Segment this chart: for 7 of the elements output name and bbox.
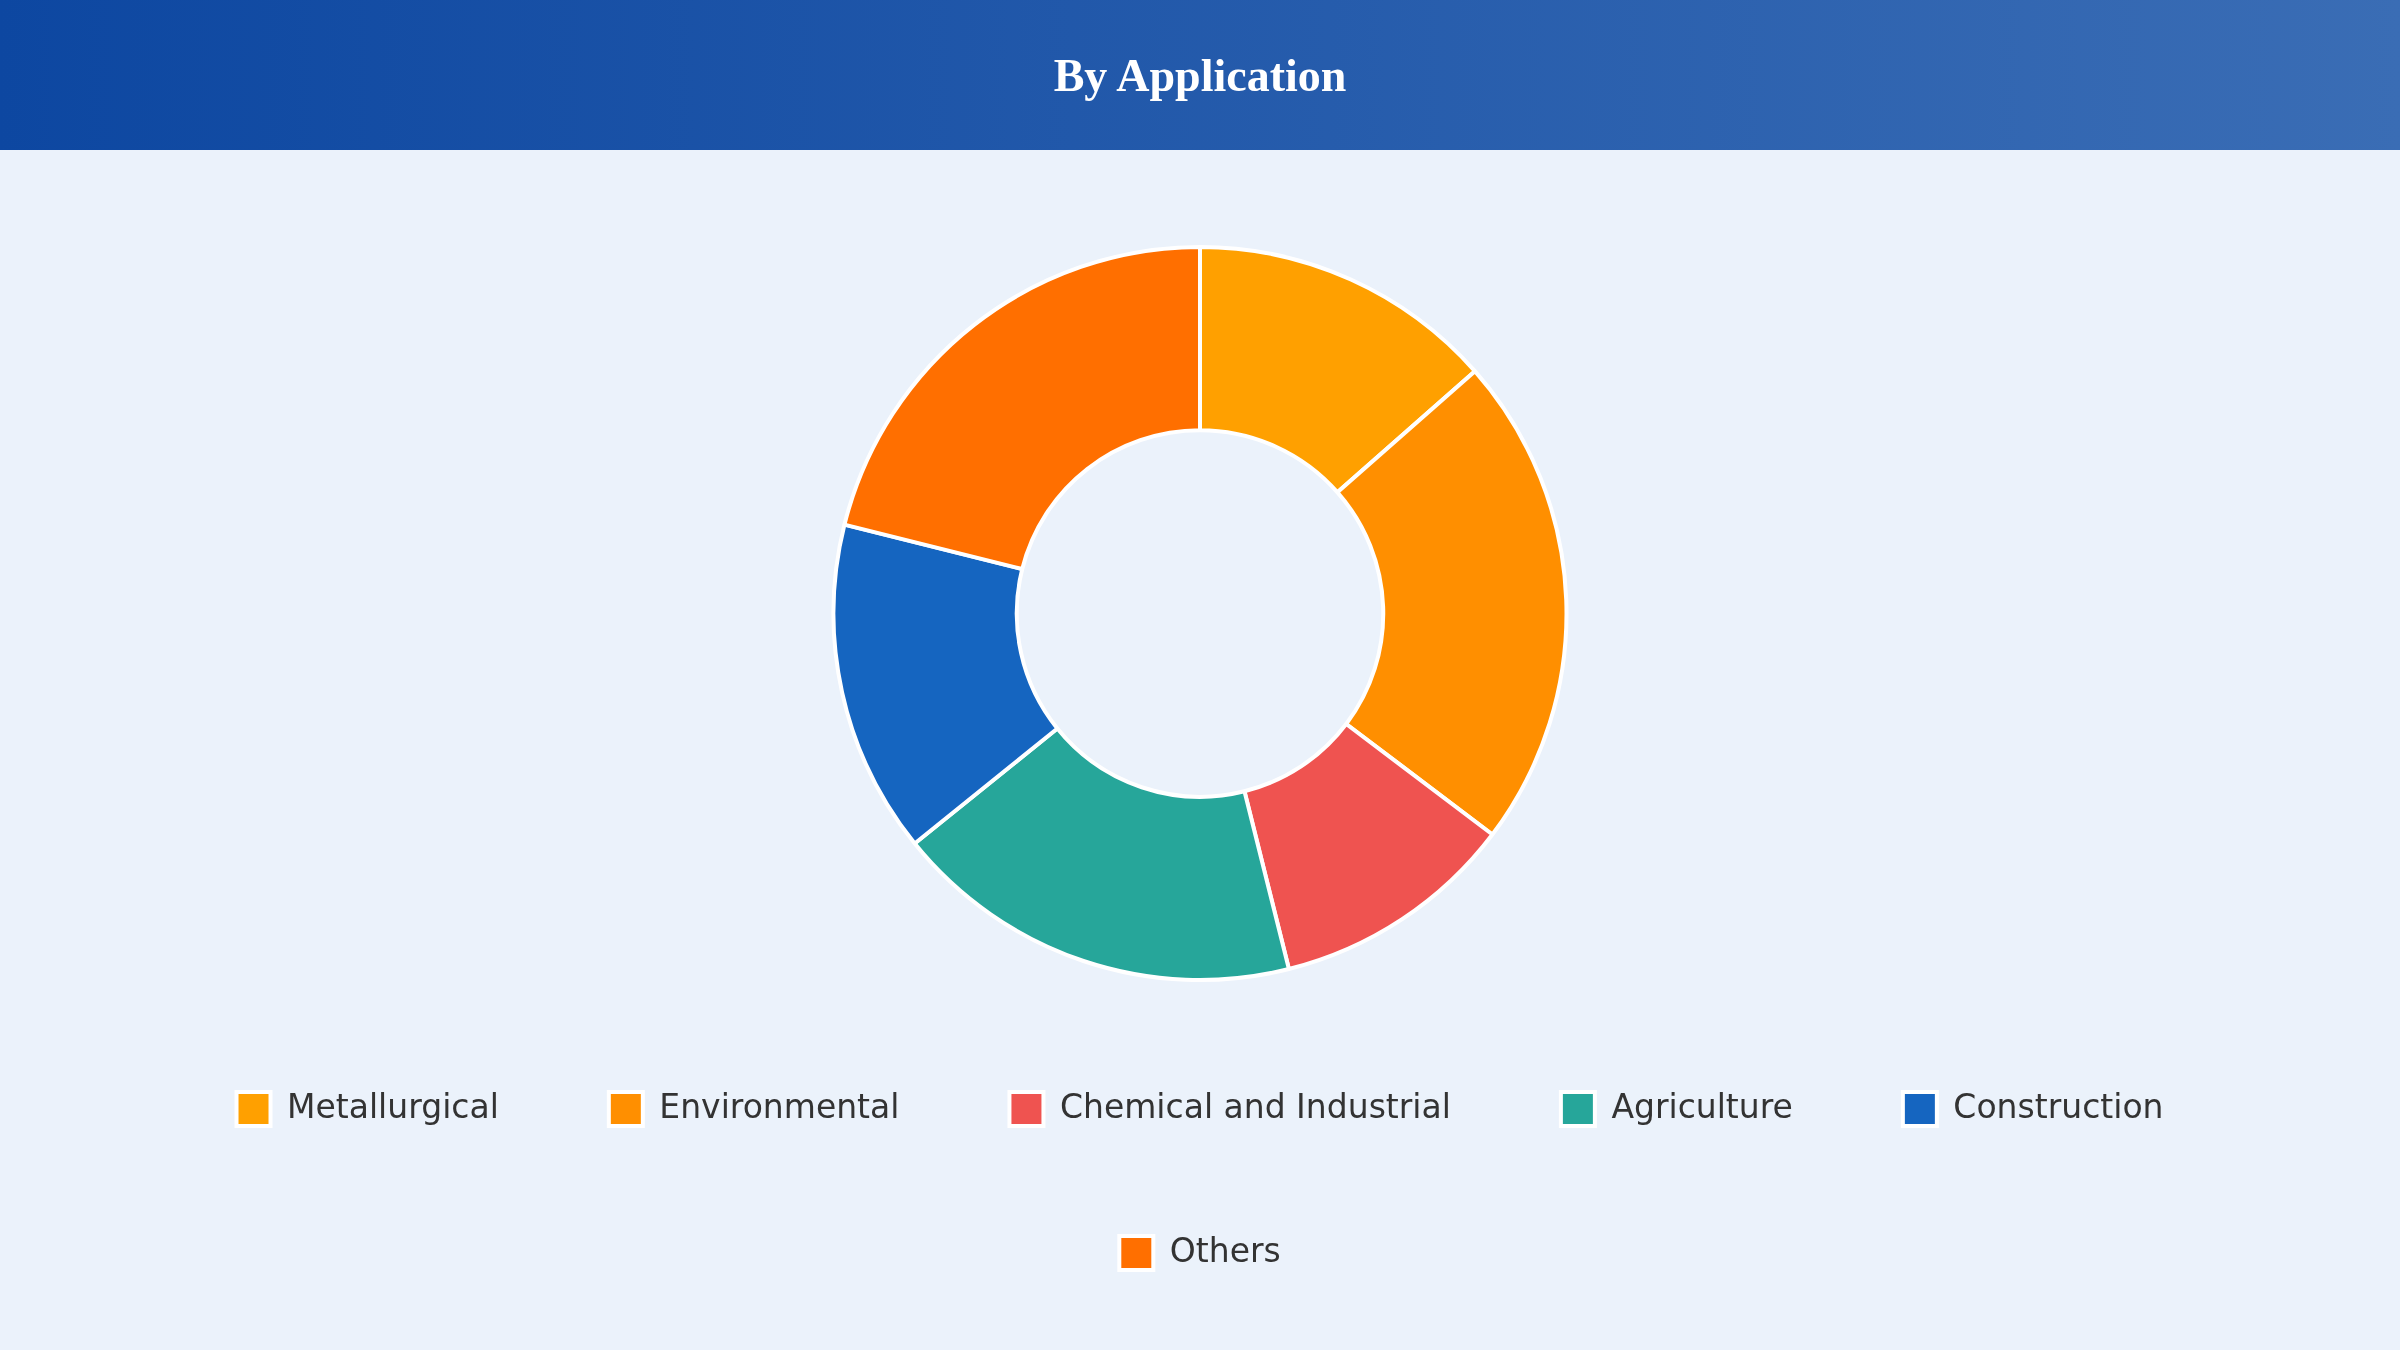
legend-label: Construction	[1953, 1086, 2164, 1126]
legend-label: Metallurgical	[287, 1086, 499, 1126]
legend-label: Others	[1169, 1230, 1281, 1270]
legend-label: Chemical and Industrial	[1059, 1086, 1451, 1126]
chart-title: By Application	[1053, 48, 1347, 102]
legend-label: Agriculture	[1611, 1086, 1793, 1126]
legend-label: Environmental	[659, 1086, 900, 1126]
